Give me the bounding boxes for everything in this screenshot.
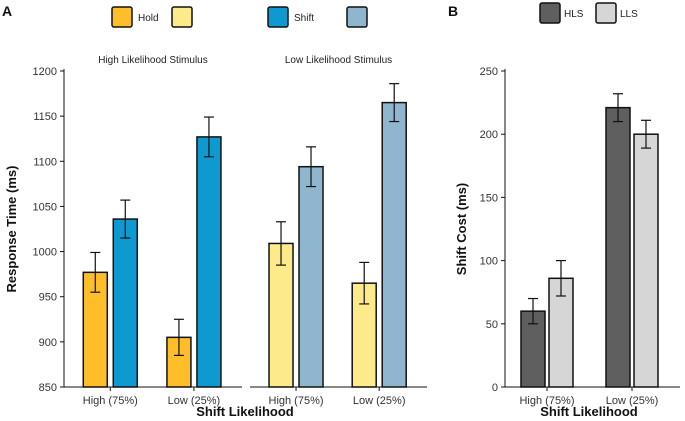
bar xyxy=(112,218,139,388)
x-tick-label: High (75%) xyxy=(269,395,324,407)
legend-label: Shift xyxy=(294,13,314,24)
bar xyxy=(196,136,222,388)
x-axis-title: Shift Likelihood xyxy=(196,404,294,419)
y-tick-label: 250 xyxy=(480,66,498,78)
y-tick-label: 1050 xyxy=(33,201,57,213)
bar xyxy=(381,101,407,388)
legend-label: LLS xyxy=(620,9,638,20)
legend-label: HLS xyxy=(564,9,584,20)
subplot-title: Low Likelihood Stimulus xyxy=(285,55,392,66)
x-axis-title: Shift Likelihood xyxy=(540,404,638,419)
panel-a-letter: A xyxy=(2,3,12,19)
bar xyxy=(633,133,659,388)
bar xyxy=(268,242,294,388)
legend-swatch xyxy=(595,2,617,24)
y-tick-label: 100 xyxy=(480,256,498,268)
y-tick-label: 1100 xyxy=(33,156,57,168)
y-tick-label: 200 xyxy=(480,129,498,141)
panel-b-chart: 0 50 100 150 200 250 Shift Cost (ms) High (75%)… xyxy=(454,2,680,419)
legend-label: Hold xyxy=(138,13,159,24)
x-tick-label: High (75%) xyxy=(519,395,574,407)
x-tick-label: Low (25%) xyxy=(168,395,221,407)
y-tick-label: 50 xyxy=(486,319,498,331)
y-tick-label: 900 xyxy=(39,337,57,349)
legend-swatch xyxy=(539,2,561,24)
y-tick-label: 1150 xyxy=(33,111,57,123)
y-tick-label: 950 xyxy=(39,292,57,304)
x-tick-label: High (75%) xyxy=(83,395,138,407)
x-tick-label: Low (25%) xyxy=(353,395,406,407)
y-tick-label: 0 xyxy=(492,382,498,394)
y-tick-label: 1200 xyxy=(33,66,57,78)
y-tick-label: 850 xyxy=(39,382,57,394)
bar xyxy=(298,165,324,388)
legend-swatch xyxy=(267,6,289,28)
legend-swatch xyxy=(111,6,133,28)
bar xyxy=(605,106,631,388)
panel-b-letter: B xyxy=(448,3,458,19)
y-tick-label: 150 xyxy=(480,192,498,204)
panel-a-chart: 850 900 950 1000 1050 1100 1150 1200 Response Ti… xyxy=(4,6,427,419)
x-tick-label: Low (25%) xyxy=(606,395,659,407)
y-axis-title: Response Time (ms) xyxy=(4,166,19,293)
y-axis-title: Shift Cost (ms) xyxy=(454,183,469,275)
legend-swatch xyxy=(171,6,193,28)
y-tick-label: 1000 xyxy=(33,247,57,259)
legend-swatch xyxy=(346,6,368,28)
subplot-title: High Likelihood Stimulus xyxy=(98,55,208,66)
